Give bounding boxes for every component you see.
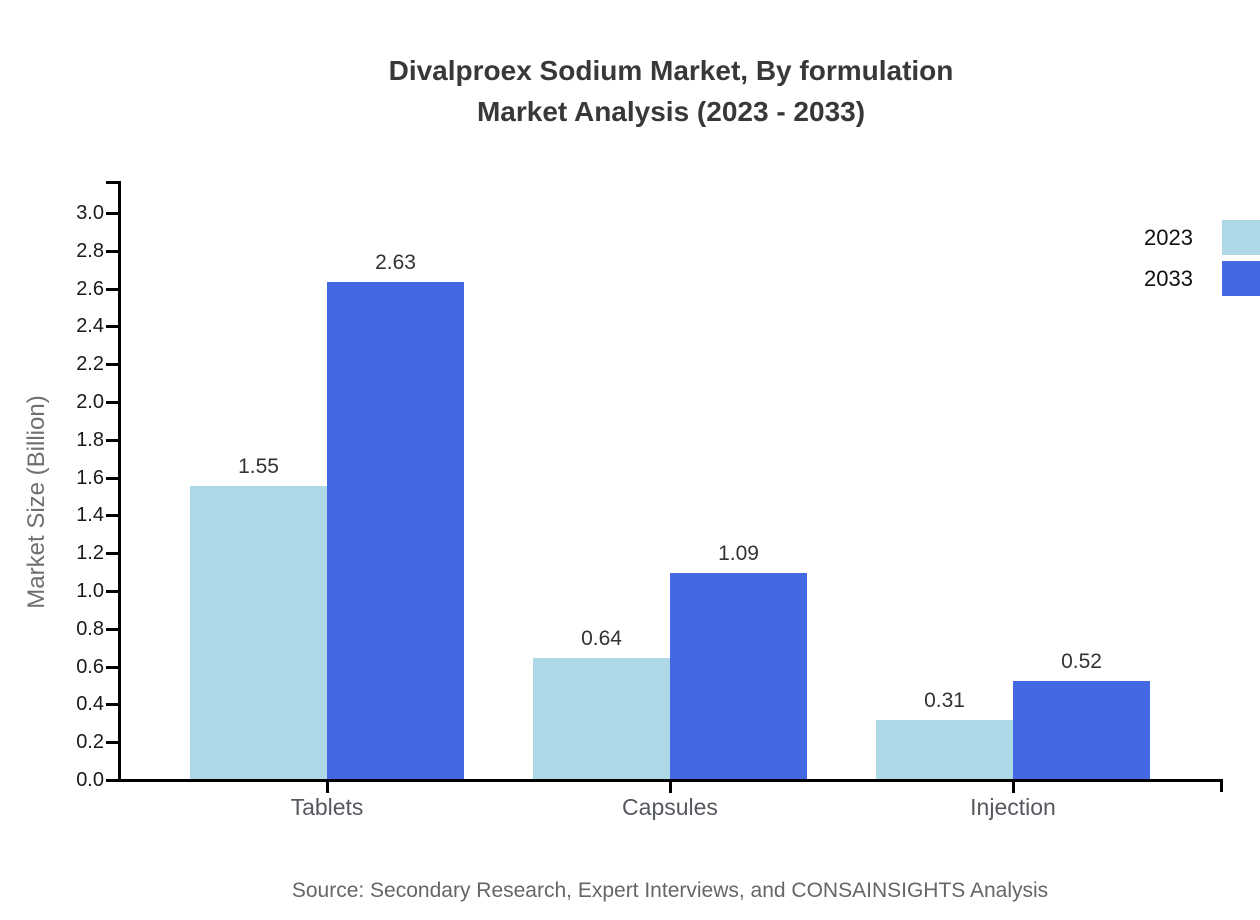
bar-value-label: 2.63 xyxy=(375,251,416,274)
y-tick-label: 0.0 xyxy=(76,769,104,791)
category-label: Tablets xyxy=(290,794,364,820)
y-tick-label: 0.4 xyxy=(76,693,104,716)
y-tick-label: 1.2 xyxy=(76,542,104,565)
y-tick xyxy=(106,476,118,480)
chart-title-line1: Divalproex Sodium Market, By formulation xyxy=(388,55,954,86)
y-tick xyxy=(106,212,118,215)
y-tick xyxy=(106,287,118,291)
y-tick-label: 1.8 xyxy=(76,428,104,451)
bar-2033-capsules xyxy=(670,573,807,779)
y-tick xyxy=(106,779,118,782)
bar-value-label: 1.09 xyxy=(718,542,759,565)
y-tick-label: 0.8 xyxy=(76,617,104,640)
bar-2023-capsules xyxy=(533,658,670,779)
y-tick xyxy=(106,703,118,707)
bar-2023-tablets xyxy=(190,486,327,779)
bar-2033-injection xyxy=(1013,681,1150,779)
y-tick-label: 2.8 xyxy=(76,239,104,262)
chart-title: Divalproex Sodium Market, By formulation… xyxy=(120,50,1222,132)
y-tick xyxy=(106,363,118,367)
y-tick xyxy=(106,401,118,404)
y-axis-end-tick xyxy=(106,181,118,184)
y-tick xyxy=(106,552,118,556)
x-tick xyxy=(669,781,672,793)
y-tick-label: 3.0 xyxy=(76,202,104,224)
source-note: Source: Secondary Research, Expert Inter… xyxy=(291,879,1049,902)
y-tick-label: 0.2 xyxy=(76,731,104,754)
bar-value-label: 0.52 xyxy=(1061,650,1102,673)
category-label: Capsules xyxy=(622,794,718,820)
bar-value-label: 0.31 xyxy=(924,689,965,712)
y-tick xyxy=(106,590,118,593)
x-axis-end-tick xyxy=(1220,779,1223,792)
y-tick xyxy=(106,665,118,669)
y-tick-label: 1.0 xyxy=(76,580,104,602)
y-tick-label: 2.2 xyxy=(76,353,104,376)
chart-title-line2: Market Analysis (2023 - 2033) xyxy=(476,96,866,127)
bar-2033-tablets xyxy=(327,282,464,779)
x-axis-line xyxy=(118,779,1223,782)
y-tick xyxy=(106,325,118,329)
y-tick-label: 1.6 xyxy=(76,466,104,489)
y-tick-label: 1.4 xyxy=(76,504,104,527)
y-tick xyxy=(106,741,118,745)
y-axis-line xyxy=(118,181,121,782)
bar-2023-injection xyxy=(876,720,1013,779)
category-label: Injection xyxy=(970,794,1056,820)
y-tick xyxy=(106,514,118,518)
bar-value-label: 1.55 xyxy=(238,455,279,478)
y-tick xyxy=(106,438,118,442)
x-tick xyxy=(1012,781,1015,793)
y-tick-label: 2.6 xyxy=(76,277,104,300)
y-tick-label: 2.4 xyxy=(76,315,104,338)
x-tick xyxy=(326,781,329,793)
y-tick xyxy=(106,249,118,253)
y-tick xyxy=(106,627,118,631)
y-tick-label: 0.6 xyxy=(76,655,104,678)
bar-value-label: 0.64 xyxy=(581,627,622,650)
y-tick-label: 2.0 xyxy=(76,391,104,413)
